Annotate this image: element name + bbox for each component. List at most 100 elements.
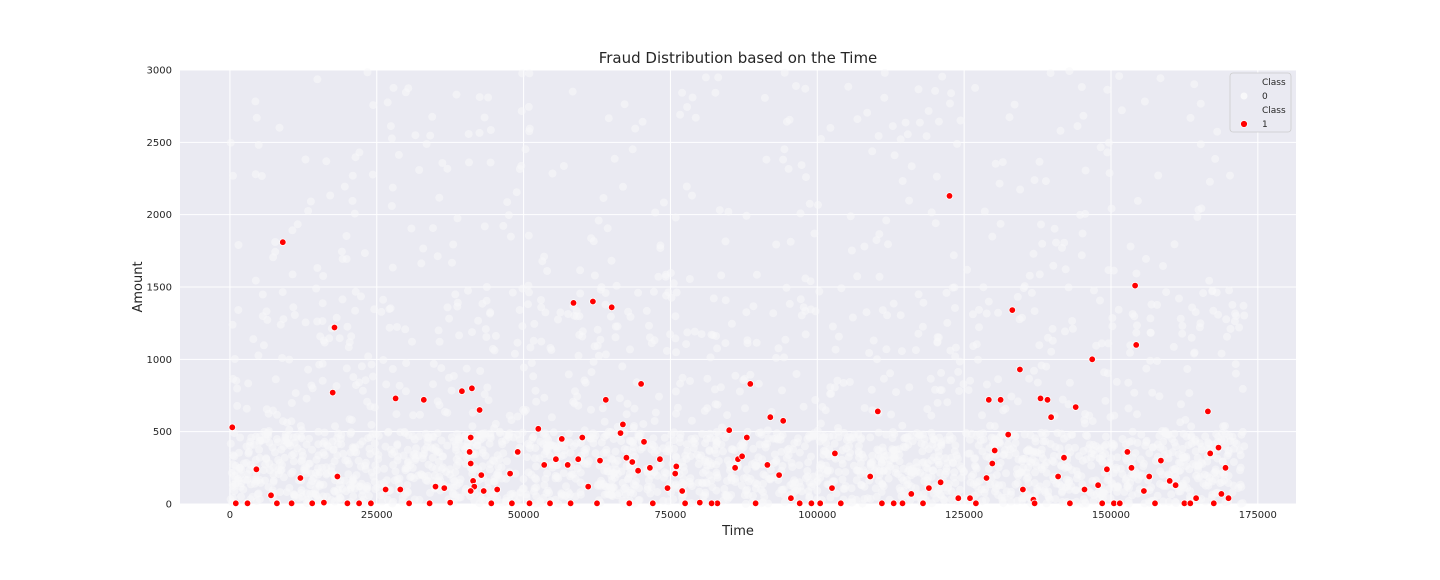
point-class-0	[906, 496, 915, 505]
point-class-0	[318, 376, 327, 385]
point-class-0	[269, 476, 278, 485]
point-class-1	[458, 387, 466, 395]
point-class-0	[1178, 321, 1187, 330]
point-class-0	[255, 445, 264, 454]
point-class-1	[1224, 494, 1233, 502]
point-class-0	[654, 462, 663, 471]
point-class-0	[530, 454, 539, 463]
point-class-0	[1037, 463, 1046, 472]
point-class-0	[582, 445, 591, 453]
point-class-0	[1194, 205, 1203, 214]
point-class-0	[785, 299, 794, 308]
point-class-0	[580, 426, 589, 435]
point-class-1	[738, 452, 746, 460]
point-class-0	[382, 476, 391, 485]
point-class-0	[844, 82, 853, 91]
point-class-0	[556, 308, 565, 317]
point-class-0	[882, 345, 891, 354]
point-class-0	[553, 446, 562, 455]
point-class-0	[610, 154, 619, 163]
point-class-0	[1075, 452, 1083, 461]
point-class-0	[531, 386, 540, 395]
point-class-0	[779, 155, 788, 164]
point-class-0	[898, 177, 907, 185]
point-class-0	[293, 432, 301, 441]
point-class-0	[936, 468, 944, 477]
point-class-0	[763, 439, 771, 448]
point-class-0	[895, 450, 904, 459]
point-class-0	[709, 294, 718, 303]
point-class-0	[594, 216, 603, 225]
point-class-0	[810, 229, 819, 238]
point-class-0	[515, 435, 524, 444]
point-class-0	[480, 390, 489, 399]
point-class-0	[354, 456, 363, 465]
y-tick-label: 0	[166, 500, 172, 511]
point-class-0	[1190, 348, 1199, 357]
point-class-0	[780, 353, 788, 362]
point-class-1	[649, 499, 657, 507]
point-class-0	[369, 372, 377, 381]
point-class-0	[669, 495, 678, 504]
point-class-0	[410, 435, 419, 444]
point-class-1	[919, 499, 927, 507]
point-class-0	[938, 72, 947, 81]
point-class-0	[1140, 499, 1149, 508]
point-class-0	[1104, 474, 1113, 483]
point-class-1	[514, 448, 522, 456]
point-class-0	[1007, 487, 1015, 496]
point-class-0	[651, 208, 660, 217]
point-class-0	[762, 155, 771, 164]
point-class-0	[759, 479, 767, 488]
point-class-0	[1052, 238, 1060, 247]
point-class-0	[363, 68, 372, 77]
point-class-1	[878, 499, 886, 507]
point-class-0	[623, 399, 632, 408]
point-class-1	[907, 490, 915, 498]
point-class-0	[826, 123, 835, 132]
point-class-0	[601, 350, 610, 359]
point-class-0	[361, 376, 370, 385]
y-axis-label: Amount	[131, 261, 146, 312]
point-class-0	[430, 471, 439, 480]
point-class-0	[1204, 478, 1213, 487]
point-class-0	[265, 438, 274, 447]
point-class-0	[1133, 196, 1142, 205]
point-class-0	[319, 448, 328, 457]
point-class-0	[965, 449, 974, 458]
point-class-1	[308, 499, 316, 507]
point-class-1	[232, 499, 240, 507]
point-class-0	[447, 386, 456, 395]
point-class-1	[1145, 472, 1153, 481]
point-class-0	[316, 332, 325, 341]
point-class-0	[1130, 312, 1139, 321]
point-class-0	[719, 447, 727, 456]
point-class-0	[630, 404, 639, 413]
point-class-0	[410, 474, 418, 483]
point-class-0	[987, 433, 996, 442]
point-class-0	[947, 376, 955, 385]
point-class-0	[1170, 240, 1179, 249]
point-class-0	[541, 474, 550, 483]
point-class-0	[875, 230, 884, 239]
point-class-0	[337, 247, 346, 256]
point-class-0	[1106, 413, 1115, 422]
point-class-0	[903, 432, 912, 441]
point-class-0	[1090, 286, 1098, 295]
point-class-0	[527, 470, 536, 479]
point-class-0	[1196, 140, 1205, 149]
point-class-0	[990, 422, 999, 431]
point-class-0	[1191, 447, 1200, 456]
point-class-0	[725, 493, 734, 502]
point-class-0	[813, 486, 822, 495]
point-class-0	[537, 337, 546, 346]
point-class-1	[1071, 403, 1080, 411]
point-class-0	[290, 311, 299, 319]
point-class-0	[322, 492, 331, 501]
point-class-0	[1114, 305, 1123, 314]
point-class-0	[857, 480, 866, 489]
point-class-0	[1124, 404, 1133, 413]
point-class-0	[536, 499, 545, 508]
point-class-0	[1124, 378, 1133, 387]
point-class-0	[975, 323, 983, 332]
